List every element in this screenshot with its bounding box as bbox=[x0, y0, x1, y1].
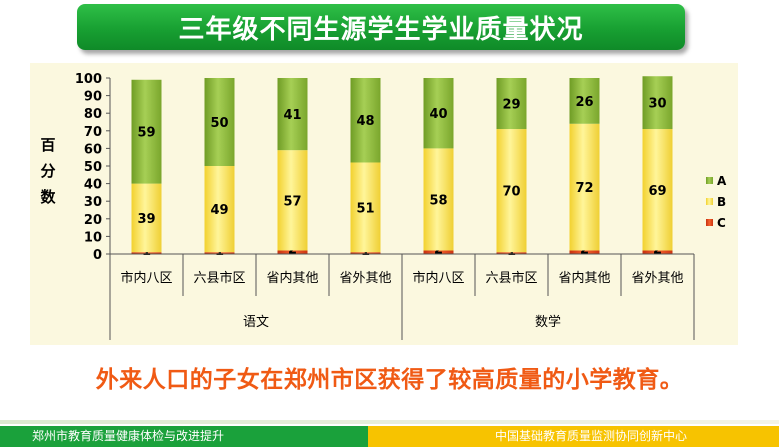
bar-segment-B bbox=[642, 129, 673, 251]
x-tick-label: 省外其他 bbox=[631, 271, 683, 286]
data-label-A: 26 bbox=[575, 95, 593, 110]
y-tick-label: 40 bbox=[84, 178, 102, 193]
stacked-bar-chart: 0102030405060708090100139591495025741151… bbox=[75, 72, 727, 340]
y-tick-label: 10 bbox=[84, 230, 102, 245]
y-tick-label: 70 bbox=[84, 125, 102, 140]
bar-segment-C bbox=[642, 250, 673, 254]
data-label-A: 48 bbox=[356, 114, 374, 129]
x-tick-label: 省内其他 bbox=[266, 270, 318, 286]
bar-segment-C bbox=[277, 250, 308, 254]
y-tick-label: 20 bbox=[84, 213, 102, 228]
x-tick-label: 省外其他 bbox=[339, 271, 391, 286]
y-tick-label: 80 bbox=[84, 107, 102, 122]
data-label-A: 29 bbox=[502, 98, 520, 113]
footer-right: 中国基础教育质量监测协同创新中心 bbox=[368, 426, 779, 447]
data-label-A: 50 bbox=[210, 116, 228, 131]
bar-segment-B bbox=[496, 129, 527, 253]
bar-segment-B bbox=[204, 166, 235, 253]
bar-segment-A bbox=[350, 78, 381, 163]
data-label-A: 41 bbox=[283, 108, 301, 123]
x-tick-label: 省内其他 bbox=[558, 270, 610, 286]
conclusion-text: 外来人口的子女在郑州市区获得了较高质量的小学教育。 bbox=[95, 367, 684, 393]
x-tick-label: 六县市区 bbox=[193, 270, 245, 286]
bar-segment-A bbox=[642, 76, 673, 130]
y-tick-label: 0 bbox=[93, 248, 102, 263]
bar-segment-A bbox=[277, 78, 308, 151]
bar-segment-C bbox=[204, 252, 235, 254]
footer-stripe bbox=[0, 420, 779, 424]
bar-segment-C bbox=[350, 252, 381, 254]
x-tick-label: 市内八区 bbox=[412, 270, 464, 286]
y-axis-label: 百分数 bbox=[40, 136, 56, 206]
legend-label-A: A bbox=[717, 174, 727, 188]
bar-segment-A bbox=[423, 78, 454, 149]
bar-segment-B bbox=[569, 123, 600, 251]
data-label-B: 49 bbox=[210, 203, 228, 218]
bar-segment-C bbox=[423, 250, 454, 254]
x-tick-label: 六县市区 bbox=[485, 270, 537, 286]
y-tick-label: 60 bbox=[84, 142, 102, 157]
data-label-A: 40 bbox=[429, 107, 447, 122]
bar-segment-A bbox=[496, 78, 527, 130]
data-label-B: 72 bbox=[575, 181, 593, 196]
data-label-B: 70 bbox=[502, 185, 520, 200]
page-title: 三年级不同生源学生学业质量状况 bbox=[178, 14, 584, 45]
y-tick-label: 50 bbox=[84, 160, 102, 175]
group-label: 数学 bbox=[535, 314, 561, 330]
bar-segment-C bbox=[569, 250, 600, 254]
title-banner: 三年级不同生源学生学业质量状况 bbox=[77, 4, 685, 50]
bar-segment-A bbox=[204, 78, 235, 166]
bar-segment-B bbox=[350, 162, 381, 253]
bar-segment-B bbox=[131, 183, 162, 253]
data-label-B: 69 bbox=[648, 184, 666, 199]
data-label-A: 30 bbox=[648, 97, 666, 112]
y-tick-label: 100 bbox=[75, 72, 102, 87]
y-tick-label: 90 bbox=[84, 90, 102, 105]
legend-swatch-C bbox=[706, 219, 713, 226]
data-label-B: 57 bbox=[283, 194, 301, 209]
legend-label-B: B bbox=[717, 195, 726, 209]
bar-segment-B bbox=[423, 148, 454, 251]
legend-swatch-B bbox=[706, 198, 713, 205]
bar-segment-A bbox=[131, 79, 162, 184]
data-label-B: 39 bbox=[137, 212, 155, 227]
legend-label-C: C bbox=[717, 216, 726, 230]
bar-segment-C bbox=[131, 252, 162, 254]
legend-swatch-A bbox=[706, 177, 713, 184]
bar-segment-C bbox=[496, 252, 527, 254]
data-label-B: 51 bbox=[356, 201, 374, 216]
data-label-A: 59 bbox=[137, 126, 155, 141]
group-label: 语文 bbox=[243, 315, 269, 330]
data-label-B: 58 bbox=[429, 193, 447, 208]
y-tick-label: 30 bbox=[84, 195, 102, 210]
footer-left: 郑州市教育质量健康体检与改进提升 bbox=[0, 426, 368, 447]
bar-segment-A bbox=[569, 78, 600, 124]
x-tick-label: 市内八区 bbox=[120, 270, 172, 286]
bar-segment-B bbox=[277, 150, 308, 251]
